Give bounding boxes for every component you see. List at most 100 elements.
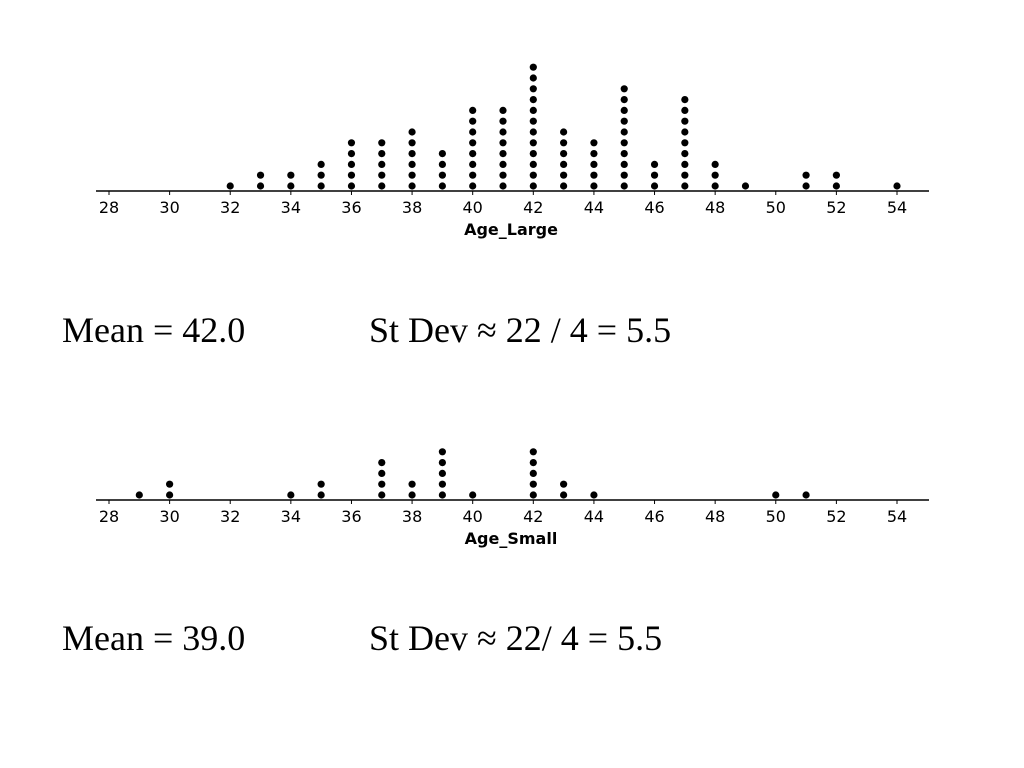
data-dot bbox=[620, 160, 628, 168]
data-dot bbox=[438, 171, 446, 179]
data-dot bbox=[590, 171, 598, 179]
data-dot bbox=[438, 150, 446, 158]
data-dot bbox=[378, 469, 386, 477]
data-dot bbox=[711, 182, 719, 190]
data-dot bbox=[560, 171, 568, 179]
data-dot bbox=[620, 117, 628, 125]
data-dot bbox=[347, 182, 356, 190]
data-dot bbox=[499, 128, 507, 136]
data-dot bbox=[620, 171, 628, 179]
x-tick-label: 52 bbox=[826, 507, 846, 526]
data-dot bbox=[681, 160, 689, 168]
data-dot bbox=[226, 182, 234, 190]
data-dot bbox=[560, 480, 568, 488]
data-dot bbox=[499, 182, 507, 190]
data-dot bbox=[438, 469, 446, 477]
stdev-large: St Dev ≈ 22 / 4 = 5.5 bbox=[369, 310, 672, 350]
data-dot bbox=[590, 150, 598, 158]
data-dot bbox=[620, 96, 628, 104]
data-dot bbox=[317, 171, 325, 179]
x-tick-label: 38 bbox=[402, 507, 422, 526]
data-dot bbox=[499, 160, 507, 168]
x-tick-label: 50 bbox=[766, 507, 786, 526]
data-dot bbox=[469, 139, 477, 147]
dotplot-age-large: 28 30 32 34 36 38 40 42 44 46 48 50 52 54 Age_Large bbox=[96, 63, 929, 239]
data-dot bbox=[681, 171, 689, 179]
x-tick-label: 30 bbox=[159, 198, 179, 217]
x-tick-label: 50 bbox=[766, 198, 786, 217]
data-dot bbox=[529, 85, 537, 93]
data-dot bbox=[438, 160, 446, 168]
data-dot bbox=[166, 480, 174, 488]
data-dot bbox=[347, 150, 356, 158]
data-dot bbox=[438, 182, 446, 190]
data-dot bbox=[529, 96, 537, 104]
data-dot bbox=[317, 480, 325, 488]
data-dot bbox=[378, 150, 386, 158]
data-dot bbox=[681, 182, 689, 190]
data-dot bbox=[256, 171, 265, 179]
stdev-small: St Dev ≈ 22/ 4 = 5.5 bbox=[369, 618, 663, 658]
data-dot bbox=[408, 182, 416, 190]
x-tick-label: 34 bbox=[281, 507, 301, 526]
data-dot bbox=[590, 139, 598, 147]
data-dot bbox=[499, 139, 507, 147]
data-dot bbox=[378, 459, 386, 467]
data-dot bbox=[529, 63, 537, 71]
data-dot bbox=[560, 182, 568, 190]
data-dot bbox=[378, 139, 386, 147]
data-dot bbox=[469, 128, 477, 136]
data-dot bbox=[529, 74, 537, 82]
x-tick-label: 46 bbox=[644, 198, 664, 217]
data-dot bbox=[529, 106, 537, 114]
x-tick-label: 54 bbox=[887, 507, 907, 526]
data-dot bbox=[681, 128, 689, 136]
x-tick-label: 38 bbox=[402, 198, 422, 217]
x-tick-label: 44 bbox=[584, 507, 604, 526]
data-dot bbox=[378, 182, 386, 190]
data-dot bbox=[438, 491, 446, 499]
data-dot bbox=[802, 491, 810, 499]
data-dot bbox=[529, 480, 537, 488]
data-dot bbox=[438, 459, 446, 467]
x-tick-label: 32 bbox=[220, 198, 240, 217]
data-dot bbox=[560, 160, 568, 168]
dotplot-age-small: 28 30 32 34 36 38 40 42 44 46 48 50 52 54 Age_Small bbox=[96, 448, 929, 548]
data-dot bbox=[802, 182, 810, 190]
data-dot bbox=[832, 171, 840, 179]
data-dot bbox=[469, 182, 477, 190]
data-dot bbox=[499, 117, 507, 125]
data-dot bbox=[681, 96, 689, 104]
data-dot bbox=[772, 491, 780, 499]
x-tick-label: 36 bbox=[341, 198, 361, 217]
data-dot bbox=[499, 106, 507, 114]
data-dot bbox=[408, 480, 416, 488]
data-dot bbox=[560, 150, 568, 158]
data-dot bbox=[650, 160, 659, 168]
data-dot bbox=[560, 491, 568, 499]
data-dot bbox=[529, 448, 537, 456]
data-dot bbox=[378, 491, 386, 499]
x-tick-label: 40 bbox=[463, 507, 483, 526]
data-dot bbox=[408, 491, 416, 499]
data-dot bbox=[438, 448, 446, 456]
data-dot bbox=[681, 150, 689, 158]
data-dot bbox=[893, 182, 901, 190]
data-dot bbox=[620, 85, 628, 93]
data-dot bbox=[469, 160, 477, 168]
data-dot bbox=[802, 171, 810, 179]
data-dot bbox=[620, 150, 628, 158]
data-dot bbox=[469, 491, 477, 499]
data-dot bbox=[741, 182, 750, 190]
data-dot bbox=[499, 150, 507, 158]
data-dot bbox=[469, 150, 477, 158]
data-dot bbox=[469, 171, 477, 179]
data-dot bbox=[529, 139, 537, 147]
data-dot bbox=[681, 117, 689, 125]
data-dot bbox=[347, 139, 356, 147]
data-dot bbox=[529, 160, 537, 168]
data-dot bbox=[620, 106, 628, 114]
data-dot bbox=[529, 150, 537, 158]
data-dot bbox=[711, 160, 719, 168]
data-dot bbox=[590, 182, 598, 190]
